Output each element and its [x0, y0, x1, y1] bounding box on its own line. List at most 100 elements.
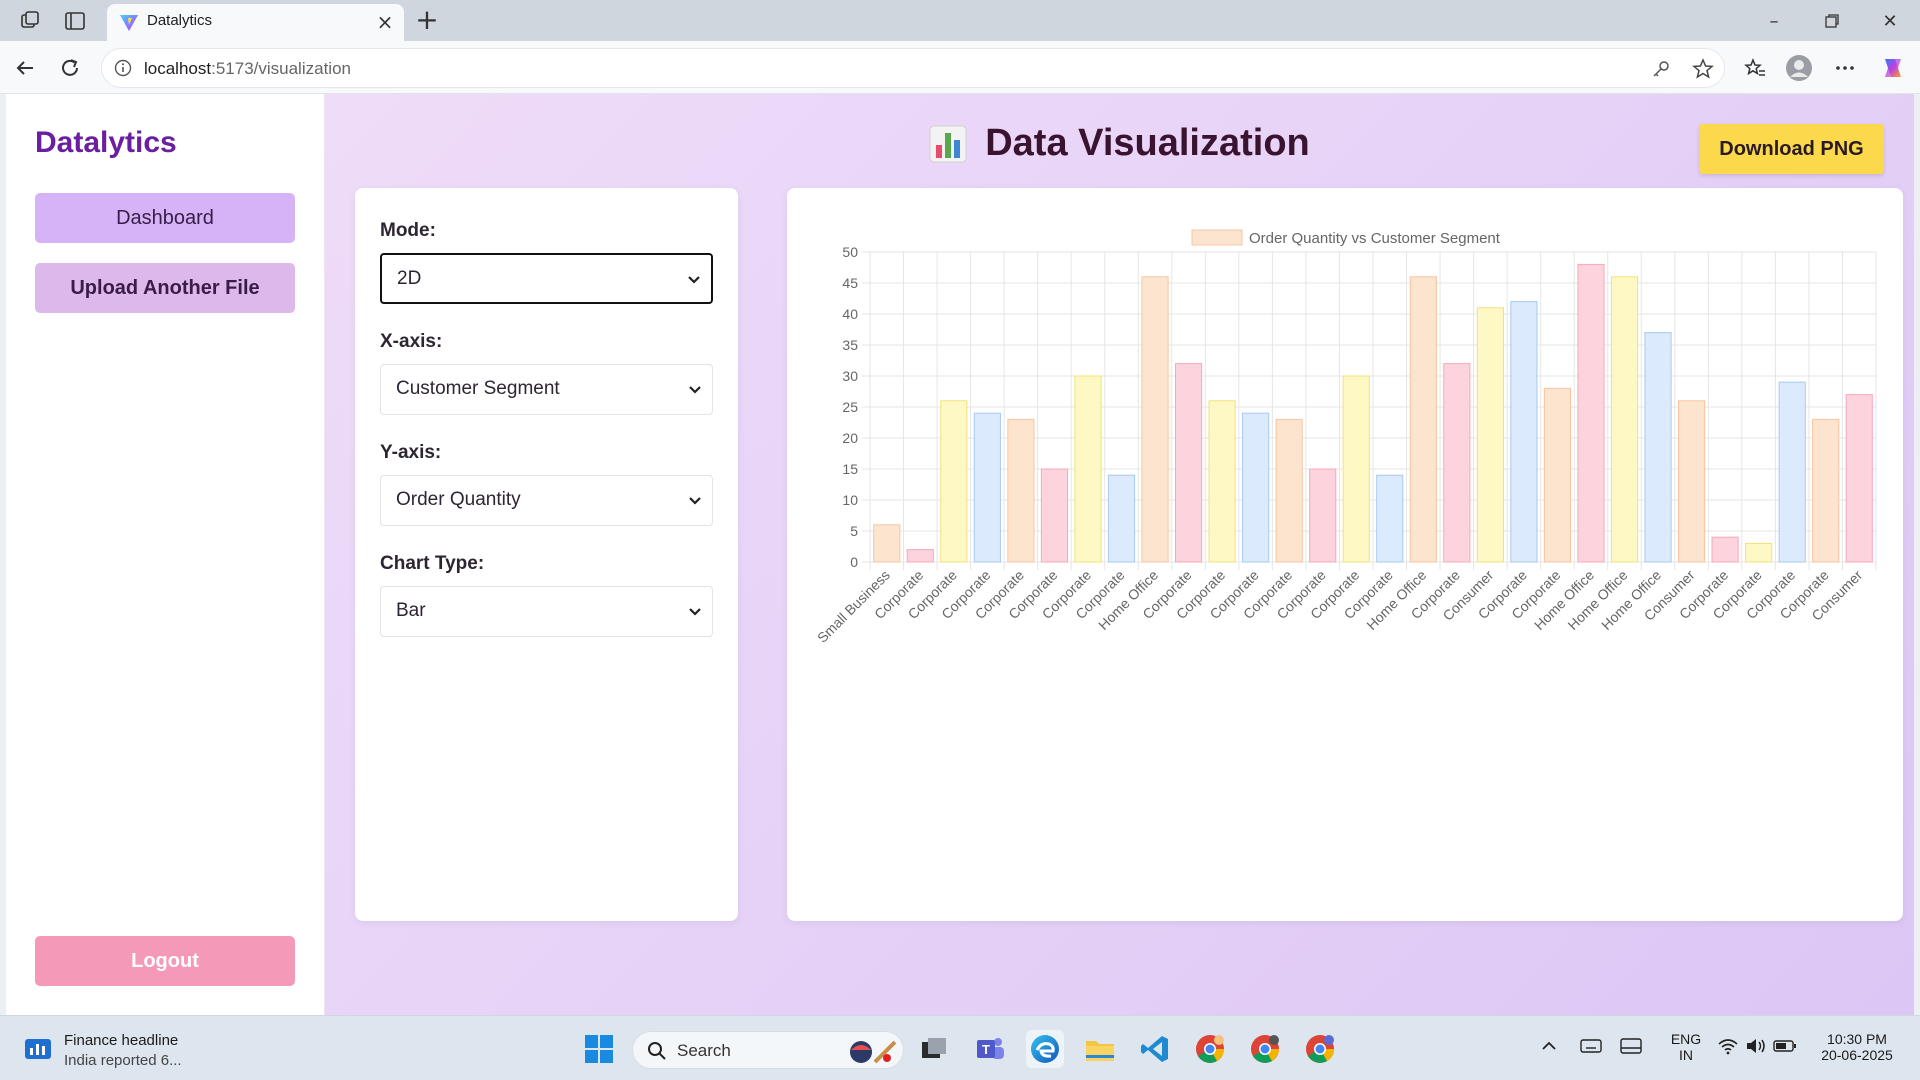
chevron-down-icon: [689, 608, 701, 616]
svg-text:T: T: [982, 1042, 990, 1057]
refresh-icon[interactable]: [55, 53, 85, 83]
favorite-star-icon[interactable]: [1692, 58, 1714, 80]
vite-logo-icon: [120, 15, 138, 31]
chart-bar: [1309, 468, 1337, 563]
keyboard-icon[interactable]: [1580, 1037, 1602, 1058]
chart-bar: [1778, 381, 1806, 563]
windows-start-icon[interactable]: [580, 1030, 618, 1068]
chart-bar: [1409, 276, 1437, 563]
y-tick-label: 15: [842, 461, 858, 477]
mode-select[interactable]: 2D: [380, 253, 713, 304]
y-axis-select[interactable]: Order Quantity: [380, 475, 713, 526]
chart-bar: [1543, 387, 1572, 563]
chevron-down-icon: [689, 497, 701, 505]
language-indicator[interactable]: ENG IN: [1668, 1031, 1704, 1063]
minimize-icon[interactable]: –: [1769, 10, 1779, 32]
tab-datalytics[interactable]: Datalytics ×: [107, 4, 404, 41]
teams-icon[interactable]: T: [971, 1030, 1009, 1068]
download-png-button[interactable]: Download PNG: [1699, 124, 1884, 174]
chrome-profile-3-icon[interactable]: [1301, 1030, 1339, 1068]
url-host: localhost: [144, 59, 212, 78]
battery-icon[interactable]: [1773, 1037, 1797, 1058]
file-explorer-icon[interactable]: [1081, 1030, 1119, 1068]
upload-another-file-button[interactable]: Upload Another File: [35, 263, 295, 313]
chart-bar: [973, 412, 1001, 563]
y-axis-label: Y-axis:: [380, 442, 442, 463]
clock-date: 20-06-2025: [1821, 1047, 1893, 1063]
chart-bar: [1107, 474, 1136, 563]
y-axis-ticks: 0 5 10 15 20 25 30 35 40 45 50: [842, 244, 858, 570]
chart-bar: [1476, 307, 1504, 563]
y-tick-label: 25: [842, 399, 858, 415]
chart-type-select-value: Bar: [396, 600, 426, 621]
y-tick-label: 50: [842, 244, 858, 260]
password-key-icon[interactable]: [1650, 58, 1672, 80]
copilot-icon[interactable]: [1878, 53, 1908, 83]
brand-logo[interactable]: Datalytics: [35, 126, 177, 159]
chart-bar: [1007, 418, 1035, 563]
y-tick-label: 20: [842, 430, 858, 446]
chrome-profile-1-icon[interactable]: [1191, 1030, 1229, 1068]
clock-time: 10:30 PM: [1827, 1031, 1887, 1047]
news-subtext[interactable]: India reported 6...: [64, 1052, 182, 1069]
chart-bar: [906, 549, 934, 563]
chart-legend[interactable]: Order Quantity vs Customer Segment: [1191, 229, 1501, 247]
touchpad-icon[interactable]: [1620, 1037, 1642, 1058]
chevron-down-icon: [689, 386, 701, 394]
edge-browser-icon[interactable]: [1026, 1030, 1064, 1068]
restore-icon[interactable]: [1812, 6, 1852, 36]
y-tick-label: 45: [842, 275, 858, 291]
y-tick-label: 30: [842, 368, 858, 384]
more-options-icon[interactable]: [1830, 53, 1860, 83]
favorites-icon[interactable]: [1740, 53, 1770, 83]
workspaces-icon[interactable]: [17, 8, 43, 34]
address-bar-row: localhost:5173/visualization: [0, 41, 1920, 94]
clock[interactable]: 10:30 PM 20-06-2025: [1812, 1031, 1902, 1063]
back-icon[interactable]: [10, 53, 40, 83]
profile-avatar-icon[interactable]: [1784, 53, 1814, 83]
chart-bar: [1174, 363, 1203, 563]
finance-news-icon[interactable]: [24, 1038, 52, 1060]
y-tick-label: 5: [850, 523, 858, 539]
show-hidden-icons-icon[interactable]: [1540, 1037, 1558, 1058]
sidebar: Datalytics Dashboard Upload Another File…: [6, 94, 325, 1015]
chart-bar: [1510, 301, 1538, 563]
news-headline[interactable]: Finance headline: [64, 1032, 179, 1049]
wifi-icon[interactable]: [1717, 1037, 1739, 1058]
close-tab-icon[interactable]: ×: [376, 10, 394, 34]
new-tab-icon[interactable]: +: [415, 3, 439, 36]
chart-bar: [1845, 394, 1873, 563]
chart-bar: [1376, 474, 1404, 563]
dashboard-button[interactable]: Dashboard: [35, 193, 295, 243]
y-tick-label: 40: [842, 306, 858, 322]
chart-bar: [1141, 276, 1169, 563]
x-axis-select[interactable]: Customer Segment: [380, 364, 713, 415]
main-content: Data Visualization Download PNG Mode: 2D…: [325, 94, 1914, 1015]
task-view-icon[interactable]: [915, 1030, 953, 1068]
chart-bar: [1812, 418, 1840, 563]
volume-icon[interactable]: [1745, 1037, 1767, 1058]
vscode-icon[interactable]: [1136, 1030, 1174, 1068]
chart-bar: [1745, 542, 1773, 563]
chart-bar: [873, 524, 901, 563]
region-code: IN: [1679, 1047, 1693, 1063]
x-axis-label: X-axis:: [380, 331, 443, 352]
chart-bars: [873, 263, 1873, 563]
mode-label: Mode:: [380, 220, 436, 241]
chart-bar: [1610, 276, 1639, 563]
chart-type-select[interactable]: Bar: [380, 586, 713, 637]
taskbar-search[interactable]: Search: [632, 1031, 904, 1069]
site-info-icon[interactable]: [114, 59, 132, 77]
url-field[interactable]: localhost:5173/visualization: [101, 48, 1725, 88]
vertical-tabs-icon[interactable]: [62, 8, 88, 34]
taskbar: Finance headline India reported 6... Sea…: [0, 1015, 1920, 1080]
x-axis-select-value: Customer Segment: [396, 378, 560, 399]
app-window: Datalytics Dashboard Upload Another File…: [6, 94, 1914, 1015]
mode-select-value: 2D: [397, 268, 422, 289]
logout-button[interactable]: Logout: [35, 936, 295, 986]
chrome-profile-2-icon[interactable]: [1246, 1030, 1284, 1068]
url-path: :5173/visualization: [211, 59, 351, 78]
chevron-down-icon: [688, 276, 700, 284]
close-window-icon[interactable]: ✕: [1882, 10, 1898, 32]
bar-chart[interactable]: 0 5 10 15 20 25 30 35 40 45 50 Small BusinessCorpo…: [787, 188, 1903, 921]
